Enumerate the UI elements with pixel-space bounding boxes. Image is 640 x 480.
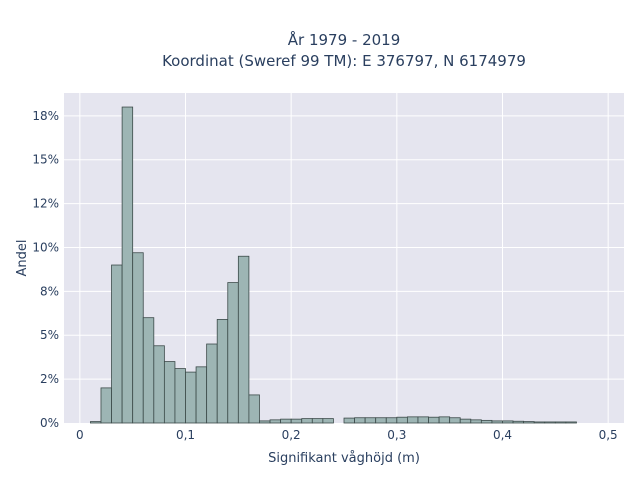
y-tick-label: 2% [40,372,59,386]
histogram-bar [111,264,123,424]
histogram-bar [301,418,313,424]
histogram-bar [174,368,186,424]
y-tick-label: 12% [32,197,59,211]
chart-title-line2: Koordinat (Sweref 99 TM): E 376797, N 61… [162,52,526,70]
gridlines [64,93,624,423]
histogram-bar [491,420,503,424]
histogram-bar [554,421,567,424]
x-tick-label: 0,2 [282,428,301,442]
y-axis-ticks: 0% 2% 5% 8% 10% 12% 15% 18% [32,109,59,430]
histogram-bar [153,345,165,424]
histogram-bar [354,417,366,424]
histogram-bar [438,416,451,424]
histogram-bar [269,419,282,424]
x-tick-label: 0 [76,428,84,442]
x-tick-label: 0,5 [599,428,618,442]
histogram-bar [121,106,134,424]
y-tick-label: 0% [40,416,59,430]
histogram-bars [90,106,577,424]
histogram-bar [259,420,271,424]
histogram-bar [322,418,334,424]
histogram-bar [375,417,387,424]
histogram-bar [163,361,176,424]
chart-title-line1: År 1979 - 2019 [288,30,401,49]
histogram-bar [185,371,197,424]
histogram-bar [449,417,461,424]
histogram-bar [565,421,577,424]
histogram-bar [343,417,355,424]
histogram-bar [237,255,250,424]
histogram-bar [396,416,408,424]
x-tick-label: 0,1 [176,428,195,442]
histogram-bar [248,394,260,424]
histogram-bar [280,418,292,424]
y-axis-title: Andel [15,240,30,277]
histogram-bar [480,419,493,424]
y-tick-label: 8% [40,284,59,298]
histogram-bar [132,252,144,424]
histogram-bar [544,421,556,424]
histogram-bar [100,387,112,424]
histogram-bar [90,421,102,424]
histogram-bar [206,343,218,424]
y-tick-label: 10% [32,240,59,254]
histogram-bar [512,420,525,424]
histogram-bar [385,417,398,424]
histogram-bar [142,317,155,424]
histogram-bar [428,416,440,424]
histogram-bar [533,421,546,424]
x-tick-label: 0,3 [387,428,406,442]
histogram-bar [227,282,239,424]
histogram-bar [459,418,472,424]
histogram-bar [311,418,324,424]
histogram-bar [364,417,377,424]
y-tick-label: 15% [32,153,59,167]
x-axis-title: Signifikant våghöjd (m) [268,451,420,466]
y-tick-label: 18% [32,109,59,123]
histogram-bar [417,416,429,424]
histogram-bar [290,418,303,424]
histogram-bar [406,416,419,424]
x-tick-label: 0,4 [493,428,512,442]
histogram-bar [470,419,482,424]
histogram-bar [523,421,535,424]
histogram-bar [502,420,514,424]
histogram-bar [195,366,208,424]
x-axis-ticks: 0 0,1 0,2 0,3 0,4 0,5 [76,428,618,442]
histogram-bar [216,319,229,424]
y-tick-label: 5% [40,328,59,342]
